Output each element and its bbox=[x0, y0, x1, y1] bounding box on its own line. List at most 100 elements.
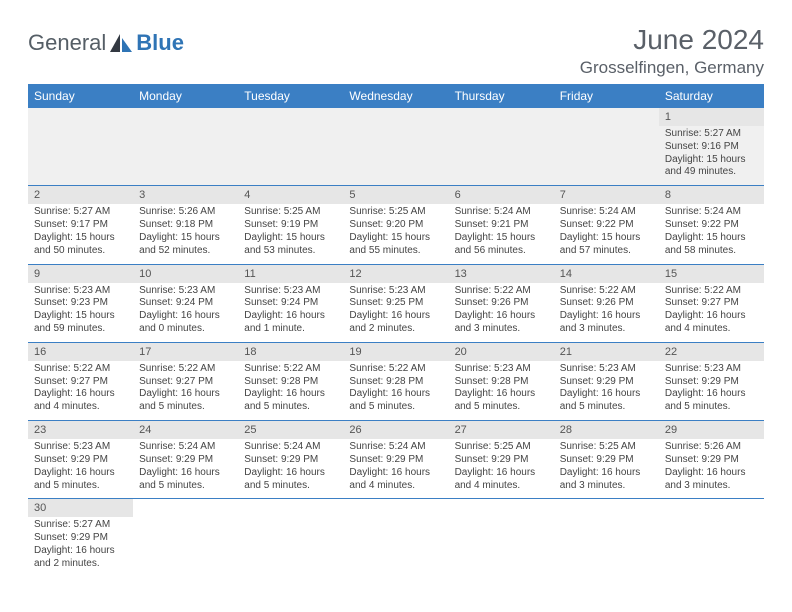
sunset-text: Sunset: 9:29 PM bbox=[560, 454, 653, 467]
daylight-text: Daylight: 16 hours and 5 minutes. bbox=[665, 388, 758, 414]
date-number: 19 bbox=[343, 343, 448, 361]
daylight-text: Daylight: 16 hours and 1 minute. bbox=[244, 310, 337, 336]
calendar-cell: 9Sunrise: 5:23 AMSunset: 9:23 PMDaylight… bbox=[28, 264, 133, 342]
date-number: 27 bbox=[449, 421, 554, 439]
sunrise-text: Sunrise: 5:23 AM bbox=[139, 285, 232, 298]
sunrise-text: Sunrise: 5:23 AM bbox=[244, 285, 337, 298]
calendar-row: 30Sunrise: 5:27 AMSunset: 9:29 PMDayligh… bbox=[28, 499, 764, 577]
sunrise-text: Sunrise: 5:24 AM bbox=[560, 206, 653, 219]
sunrise-text: Sunrise: 5:24 AM bbox=[665, 206, 758, 219]
sunset-text: Sunset: 9:21 PM bbox=[455, 219, 548, 232]
sunset-text: Sunset: 9:23 PM bbox=[34, 297, 127, 310]
sunrise-text: Sunrise: 5:23 AM bbox=[34, 285, 127, 298]
calendar-cell: 27Sunrise: 5:25 AMSunset: 9:29 PMDayligh… bbox=[449, 421, 554, 499]
daylight-text: Daylight: 16 hours and 0 minutes. bbox=[139, 310, 232, 336]
calendar-cell: 15Sunrise: 5:22 AMSunset: 9:27 PMDayligh… bbox=[659, 264, 764, 342]
weekday-header: Tuesday bbox=[238, 84, 343, 108]
sunrise-text: Sunrise: 5:24 AM bbox=[349, 441, 442, 454]
date-number: 2 bbox=[28, 186, 133, 204]
sunset-text: Sunset: 9:29 PM bbox=[665, 376, 758, 389]
date-number: 25 bbox=[238, 421, 343, 439]
calendar-cell: 14Sunrise: 5:22 AMSunset: 9:26 PMDayligh… bbox=[554, 264, 659, 342]
sunrise-text: Sunrise: 5:24 AM bbox=[244, 441, 337, 454]
calendar-cell bbox=[343, 108, 448, 186]
logo-text-blue: Blue bbox=[136, 30, 184, 56]
daylight-text: Daylight: 16 hours and 3 minutes. bbox=[560, 467, 653, 493]
calendar-table: Sunday Monday Tuesday Wednesday Thursday… bbox=[28, 84, 764, 577]
sunset-text: Sunset: 9:27 PM bbox=[139, 376, 232, 389]
sunrise-text: Sunrise: 5:25 AM bbox=[560, 441, 653, 454]
sunrise-text: Sunrise: 5:23 AM bbox=[34, 441, 127, 454]
daylight-text: Daylight: 15 hours and 57 minutes. bbox=[560, 232, 653, 258]
sunrise-text: Sunrise: 5:22 AM bbox=[34, 363, 127, 376]
daylight-text: Daylight: 16 hours and 5 minutes. bbox=[139, 467, 232, 493]
weekday-header-row: Sunday Monday Tuesday Wednesday Thursday… bbox=[28, 84, 764, 108]
daylight-text: Daylight: 16 hours and 3 minutes. bbox=[560, 310, 653, 336]
sunrise-text: Sunrise: 5:22 AM bbox=[455, 285, 548, 298]
calendar-cell bbox=[28, 108, 133, 186]
sunset-text: Sunset: 9:29 PM bbox=[349, 454, 442, 467]
date-number: 7 bbox=[554, 186, 659, 204]
calendar-cell: 18Sunrise: 5:22 AMSunset: 9:28 PMDayligh… bbox=[238, 342, 343, 420]
sunrise-text: Sunrise: 5:26 AM bbox=[665, 441, 758, 454]
sunset-text: Sunset: 9:22 PM bbox=[665, 219, 758, 232]
sunrise-text: Sunrise: 5:23 AM bbox=[349, 285, 442, 298]
date-number: 1 bbox=[659, 108, 764, 126]
date-number: 28 bbox=[554, 421, 659, 439]
header: General Blue June 2024 Grosselfingen, Ge… bbox=[28, 24, 764, 78]
daylight-text: Daylight: 15 hours and 52 minutes. bbox=[139, 232, 232, 258]
date-number: 22 bbox=[659, 343, 764, 361]
date-number: 4 bbox=[238, 186, 343, 204]
date-number: 17 bbox=[133, 343, 238, 361]
calendar-cell: 6Sunrise: 5:24 AMSunset: 9:21 PMDaylight… bbox=[449, 186, 554, 264]
calendar-cell: 3Sunrise: 5:26 AMSunset: 9:18 PMDaylight… bbox=[133, 186, 238, 264]
sunset-text: Sunset: 9:29 PM bbox=[139, 454, 232, 467]
calendar-cell: 25Sunrise: 5:24 AMSunset: 9:29 PMDayligh… bbox=[238, 421, 343, 499]
calendar-cell bbox=[554, 499, 659, 577]
calendar-cell: 26Sunrise: 5:24 AMSunset: 9:29 PMDayligh… bbox=[343, 421, 448, 499]
daylight-text: Daylight: 16 hours and 5 minutes. bbox=[349, 388, 442, 414]
calendar-cell: 28 Sunrise: 5:25 AMSunset: 9:29 PMDayligh… bbox=[554, 421, 659, 499]
sunset-text: Sunset: 9:16 PM bbox=[665, 141, 758, 154]
calendar-cell: 12Sunrise: 5:23 AMSunset: 9:25 PMDayligh… bbox=[343, 264, 448, 342]
calendar-row: 1Sunrise: 5:27 AMSunset: 9:16 PMDaylight… bbox=[28, 108, 764, 186]
date-number: 30 bbox=[28, 499, 133, 517]
weekday-header: Saturday bbox=[659, 84, 764, 108]
weekday-header: Monday bbox=[133, 84, 238, 108]
daylight-text: Daylight: 16 hours and 5 minutes. bbox=[244, 467, 337, 493]
page-title: June 2024 bbox=[580, 24, 764, 56]
calendar-cell: 13Sunrise: 5:22 AMSunset: 9:26 PMDayligh… bbox=[449, 264, 554, 342]
date-number: 11 bbox=[238, 265, 343, 283]
sunrise-text: Sunrise: 5:25 AM bbox=[455, 441, 548, 454]
calendar-cell: 8Sunrise: 5:24 AMSunset: 9:22 PMDaylight… bbox=[659, 186, 764, 264]
sunset-text: Sunset: 9:26 PM bbox=[455, 297, 548, 310]
sunrise-text: Sunrise: 5:22 AM bbox=[560, 285, 653, 298]
sunset-text: Sunset: 9:20 PM bbox=[349, 219, 442, 232]
sunrise-text: Sunrise: 5:23 AM bbox=[665, 363, 758, 376]
sunset-text: Sunset: 9:26 PM bbox=[560, 297, 653, 310]
date-number: 16 bbox=[28, 343, 133, 361]
calendar-cell: 20Sunrise: 5:23 AMSunset: 9:28 PMDayligh… bbox=[449, 342, 554, 420]
calendar-cell: 16Sunrise: 5:22 AMSunset: 9:27 PMDayligh… bbox=[28, 342, 133, 420]
sunset-text: Sunset: 9:18 PM bbox=[139, 219, 232, 232]
date-number: 3 bbox=[133, 186, 238, 204]
sunset-text: Sunset: 9:27 PM bbox=[34, 376, 127, 389]
weekday-header: Friday bbox=[554, 84, 659, 108]
calendar-cell: 23Sunrise: 5:23 AMSunset: 9:29 PMDayligh… bbox=[28, 421, 133, 499]
daylight-text: Daylight: 16 hours and 5 minutes. bbox=[560, 388, 653, 414]
sunset-text: Sunset: 9:28 PM bbox=[244, 376, 337, 389]
sunrise-text: Sunrise: 5:27 AM bbox=[34, 519, 127, 532]
sunrise-text: Sunrise: 5:25 AM bbox=[349, 206, 442, 219]
calendar-cell bbox=[449, 499, 554, 577]
calendar-cell bbox=[238, 499, 343, 577]
calendar-row: 9Sunrise: 5:23 AMSunset: 9:23 PMDaylight… bbox=[28, 264, 764, 342]
daylight-text: Daylight: 15 hours and 53 minutes. bbox=[244, 232, 337, 258]
calendar-cell: 17Sunrise: 5:22 AMSunset: 9:27 PMDayligh… bbox=[133, 342, 238, 420]
calendar-row: 16Sunrise: 5:22 AMSunset: 9:27 PMDayligh… bbox=[28, 342, 764, 420]
daylight-text: Daylight: 15 hours and 59 minutes. bbox=[34, 310, 127, 336]
sunset-text: Sunset: 9:17 PM bbox=[34, 219, 127, 232]
daylight-text: Daylight: 16 hours and 5 minutes. bbox=[244, 388, 337, 414]
sunrise-text: Sunrise: 5:22 AM bbox=[665, 285, 758, 298]
date-number: 8 bbox=[659, 186, 764, 204]
calendar-cell: 22 Sunrise: 5:23 AMSunset: 9:29 PMDayligh… bbox=[659, 342, 764, 420]
